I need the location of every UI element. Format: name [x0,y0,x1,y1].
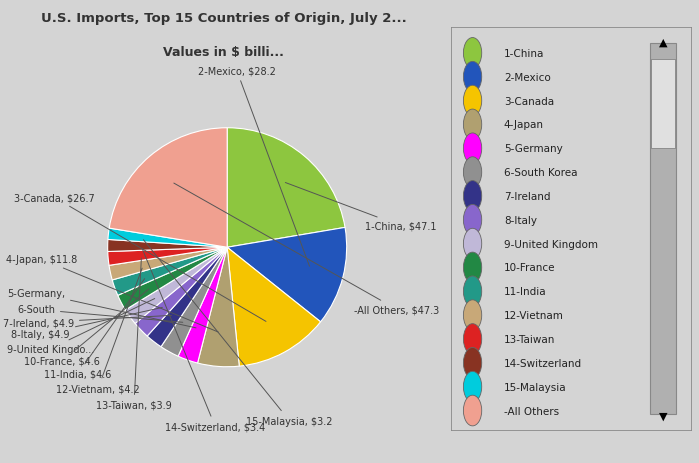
Bar [650,44,677,414]
Wedge shape [147,248,227,347]
Wedge shape [108,248,227,266]
Circle shape [463,62,482,93]
Text: 9-United Kingdom: 9-United Kingdom [504,239,598,249]
Circle shape [463,134,482,164]
Circle shape [463,253,482,283]
Bar [651,60,675,149]
Text: 10-France: 10-France [504,263,556,273]
Circle shape [463,38,482,69]
Text: 1-China, $47.1: 1-China, $47.1 [285,183,436,231]
Text: ▲: ▲ [659,38,668,48]
Text: 5-Germany,: 5-Germany, [7,288,196,328]
Circle shape [463,181,482,212]
Text: -All Others: -All Others [504,406,559,416]
Text: 15-Malaysia, $3.2: 15-Malaysia, $3.2 [143,240,333,425]
Text: 9-United Kingdo...: 9-United Kingdo... [7,299,154,354]
Wedge shape [113,248,227,296]
Text: 7-Ireland: 7-Ireland [504,192,550,201]
Wedge shape [135,248,227,336]
Text: 5-Germany: 5-Germany [504,144,563,154]
Text: -All Others, $47.3: -All Others, $47.3 [174,184,440,315]
Text: U.S. Imports, Top 15 Countries of Origin, July 2...: U.S. Imports, Top 15 Countries of Origin… [41,12,407,25]
Text: 13-Taiwan, $3.9: 13-Taiwan, $3.9 [96,258,172,410]
Text: Values in $ billi...: Values in $ billi... [164,46,284,59]
Text: 8-Italy, $4.9: 8-Italy, $4.9 [11,308,162,340]
Text: 13-Taiwan: 13-Taiwan [504,334,555,344]
Circle shape [463,229,482,259]
Circle shape [463,110,482,140]
Wedge shape [178,248,227,363]
Text: 12-Vietnam, $4.2: 12-Vietnam, $4.2 [56,269,142,394]
Wedge shape [227,228,347,322]
Text: 3-Canada, $26.7: 3-Canada, $26.7 [13,193,266,322]
Text: 14-Switzerland, $3.4: 14-Switzerland, $3.4 [142,249,266,432]
Text: 1-China: 1-China [504,49,545,59]
Text: 8-Italy: 8-Italy [504,215,537,225]
Wedge shape [161,248,227,357]
Text: 11-India: 11-India [504,287,547,297]
Text: 15-Malaysia: 15-Malaysia [504,382,566,392]
Wedge shape [198,248,239,367]
Circle shape [463,348,482,378]
Wedge shape [108,229,227,248]
Text: 2-Mexico: 2-Mexico [504,73,551,82]
Text: ▼: ▼ [659,411,668,420]
Wedge shape [117,248,227,310]
Circle shape [463,395,482,426]
Text: 4-Japan: 4-Japan [504,120,544,130]
Wedge shape [109,248,227,280]
Circle shape [463,86,482,117]
Circle shape [463,300,482,331]
Circle shape [463,324,482,355]
Text: 4-Japan, $11.8: 4-Japan, $11.8 [6,255,218,332]
Wedge shape [125,248,227,324]
Text: 7-Ireland, $4.9: 7-Ireland, $4.9 [3,316,172,328]
Text: 10-France, $4.6: 10-France, $4.6 [24,289,149,366]
Circle shape [463,157,482,188]
Text: 11-India, $4.6: 11-India, $4.6 [44,279,145,379]
Text: 6-South Korea: 6-South Korea [504,168,577,178]
Wedge shape [227,128,345,248]
Text: 12-Vietnam: 12-Vietnam [504,311,564,320]
Text: 14-Switzerland: 14-Switzerland [504,358,582,368]
Circle shape [463,205,482,236]
Circle shape [463,371,482,402]
Text: 2-Mexico, $28.2: 2-Mexico, $28.2 [198,66,310,267]
Text: 3-Canada: 3-Canada [504,96,554,106]
Wedge shape [109,128,227,248]
Wedge shape [108,240,227,252]
Wedge shape [227,248,321,366]
Text: 6-South: 6-South [17,305,182,323]
Circle shape [463,276,482,307]
